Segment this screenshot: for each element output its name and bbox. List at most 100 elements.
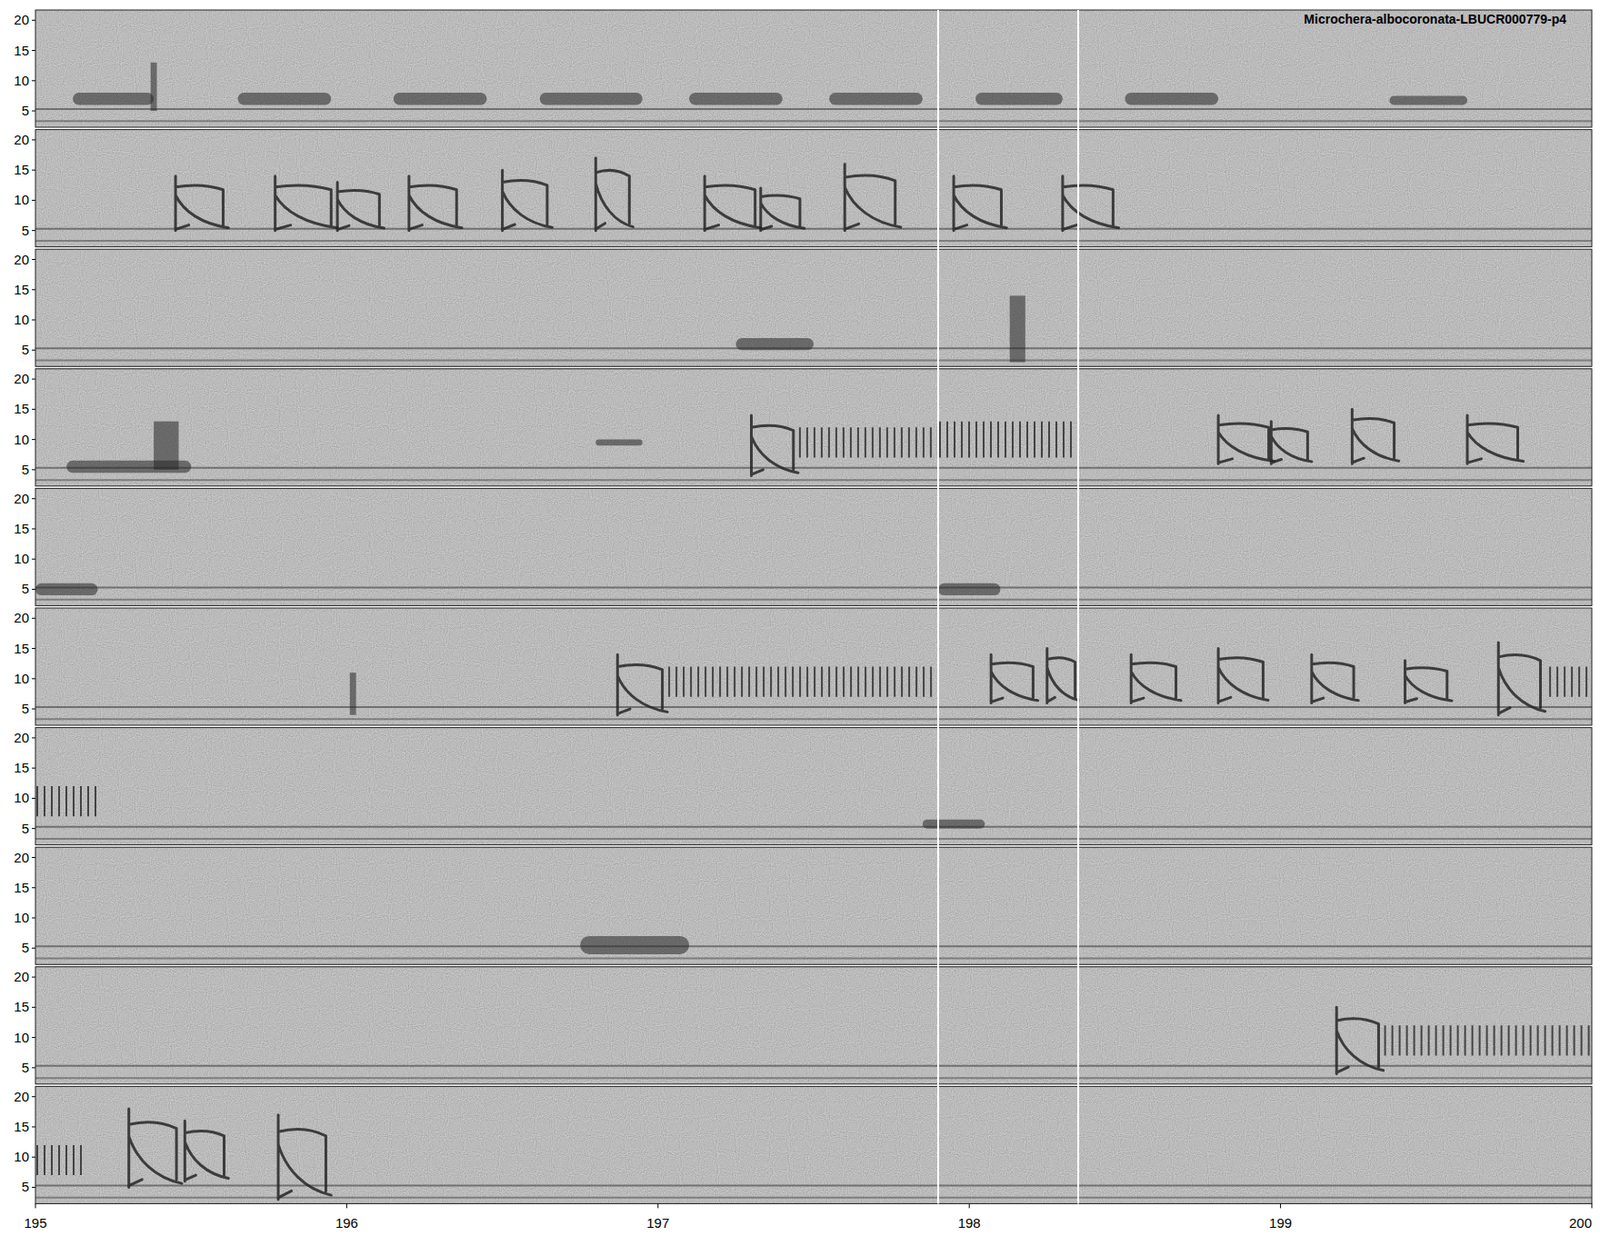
y-tick xyxy=(31,1157,36,1159)
y-tick xyxy=(31,948,36,950)
y-tick-label: 15 xyxy=(13,760,30,776)
noise-band xyxy=(35,586,1592,589)
y-tick xyxy=(31,50,36,51)
y-tick xyxy=(31,200,36,201)
sweep xyxy=(175,176,229,231)
y-tick-label: 20 xyxy=(13,969,30,985)
noise-band xyxy=(35,706,1592,709)
y-tick-label: 10 xyxy=(13,790,30,806)
y-tick-label: 20 xyxy=(13,251,30,268)
x-tick xyxy=(346,1203,348,1209)
x-tick xyxy=(1591,1203,1593,1209)
band xyxy=(975,92,1063,105)
y-tick-label: 5 xyxy=(21,102,30,119)
y-tick-label: 5 xyxy=(21,1179,30,1195)
y-tick-label: 5 xyxy=(21,1060,30,1076)
sweep xyxy=(275,176,338,231)
y-tick xyxy=(31,768,36,770)
noise-band xyxy=(35,1077,1592,1080)
noise-band xyxy=(35,467,1592,470)
y-tick-label: 10 xyxy=(13,910,30,926)
panel-background xyxy=(35,249,1592,367)
y-tick xyxy=(31,170,36,171)
y-tick-label: 10 xyxy=(13,431,30,448)
events xyxy=(72,62,1468,111)
y-tick xyxy=(31,1067,36,1069)
x-tick xyxy=(969,1203,970,1209)
sweep xyxy=(184,1120,229,1181)
sweep xyxy=(1336,1007,1383,1074)
x-tick-label: 199 xyxy=(1269,1215,1292,1231)
sweep xyxy=(502,170,553,230)
noise-band xyxy=(35,108,1592,110)
y-tick-label: 15 xyxy=(13,281,30,298)
sweep xyxy=(1405,660,1452,704)
y-tick xyxy=(31,379,36,380)
y-tick-label: 20 xyxy=(13,1089,30,1105)
noise-band xyxy=(35,718,1592,720)
events xyxy=(66,409,1523,476)
band xyxy=(540,92,643,105)
y-tick xyxy=(31,1126,36,1128)
y-tick xyxy=(31,737,36,739)
click xyxy=(150,62,158,111)
y-tick xyxy=(31,589,36,590)
band xyxy=(72,92,154,105)
x-tick-label: 197 xyxy=(646,1215,670,1231)
y-tick-label: 10 xyxy=(13,1030,30,1046)
y-tick xyxy=(31,528,36,530)
sweep xyxy=(1130,654,1181,703)
y-tick xyxy=(31,319,36,320)
events xyxy=(350,642,1587,716)
y-tick xyxy=(31,259,36,260)
y-tick-label: 15 xyxy=(13,640,30,657)
band xyxy=(1124,92,1219,105)
band xyxy=(393,92,488,105)
noise-band xyxy=(35,1184,1592,1187)
noise-band xyxy=(35,1065,1592,1068)
band xyxy=(829,92,923,105)
buzz xyxy=(1385,1025,1590,1056)
band xyxy=(238,92,332,105)
y-tick-label: 20 xyxy=(13,610,30,626)
band xyxy=(689,92,783,105)
y-tick-label: 10 xyxy=(13,191,30,208)
panel-background xyxy=(35,1086,1592,1204)
y-tick-label: 5 xyxy=(21,580,30,597)
y-tick-label: 15 xyxy=(13,999,30,1015)
band xyxy=(938,583,1000,596)
y-tick xyxy=(31,678,36,680)
sweep xyxy=(1218,649,1269,704)
panel-background xyxy=(35,130,1592,248)
x-tick xyxy=(35,1203,37,1209)
panel-background xyxy=(35,10,1592,128)
panel-background xyxy=(35,608,1592,726)
noise-band xyxy=(35,240,1592,242)
y-tick xyxy=(31,709,36,710)
sweep xyxy=(1467,415,1524,464)
y-tick xyxy=(31,1096,36,1098)
band xyxy=(735,338,814,350)
sweep xyxy=(129,1109,182,1188)
events xyxy=(735,295,1025,362)
y-tick-label: 10 xyxy=(13,72,30,89)
y-tick-label: 20 xyxy=(13,490,30,507)
events xyxy=(35,583,1000,596)
y-tick xyxy=(31,1037,36,1039)
click xyxy=(350,672,357,716)
panel-frame xyxy=(35,130,1592,248)
panel-background xyxy=(35,967,1592,1085)
y-tick xyxy=(31,798,36,800)
events xyxy=(37,1109,331,1200)
x-tick-label: 198 xyxy=(958,1215,981,1231)
y-tick xyxy=(31,498,36,500)
y-tick xyxy=(31,648,36,650)
events xyxy=(37,786,985,830)
y-tick-label: 5 xyxy=(21,341,30,358)
y-tick-label: 20 xyxy=(13,850,30,866)
y-tick xyxy=(31,887,36,889)
y-tick-label: 10 xyxy=(13,550,30,567)
y-tick-label: 5 xyxy=(21,222,30,239)
buzz xyxy=(37,1145,81,1176)
y-tick-label: 20 xyxy=(13,370,30,387)
